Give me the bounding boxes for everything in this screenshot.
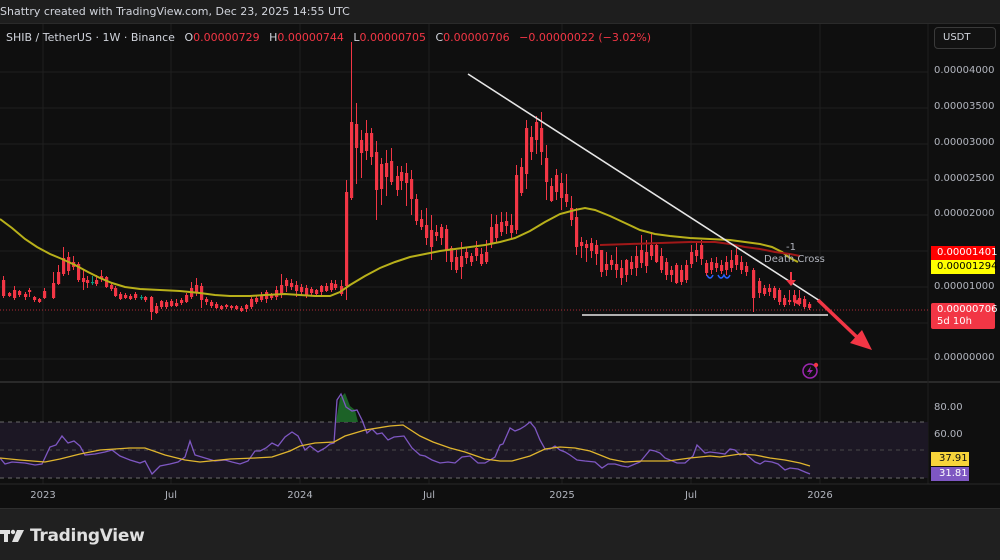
candlesticks: [2, 42, 812, 320]
price-tick: 0.00002000: [934, 208, 995, 219]
price-tick: 0.00003500: [934, 101, 995, 112]
time-tick: 2023: [30, 490, 56, 501]
open-value: 0.00000729: [193, 31, 260, 44]
rsi-tick: 80.00: [934, 402, 963, 413]
time-tick: 2024: [287, 490, 313, 501]
change-value: −0.00000022 (−3.02%): [519, 31, 652, 44]
time-tick: 2026: [807, 490, 833, 501]
last-price-badge: 0.00000706 5d 10h: [931, 303, 998, 329]
lightning-alert-icon[interactable]: [802, 362, 819, 379]
ma-yellow-line: [0, 206, 799, 297]
bar-countdown: 5d 10h: [937, 316, 972, 327]
high-value: 0.00000744: [277, 31, 344, 44]
top-bar: Shattry created with TradingView.com, De…: [0, 0, 1000, 24]
chart-canvas[interactable]: [0, 0, 1000, 508]
price-tick: 0.00002500: [934, 173, 995, 184]
currency-button[interactable]: USDT: [934, 27, 996, 49]
tradingview-logo-icon: [0, 529, 24, 542]
rsi-ma-badge: 37.91: [931, 452, 969, 466]
symbol-name[interactable]: SHIB / TetherUS · 1W · Binance: [6, 31, 175, 44]
time-tick: 2025: [549, 490, 575, 501]
footer: TradingView: [0, 508, 1000, 560]
death-cross-label: Death Cross: [764, 254, 825, 265]
rsi-line: [0, 392, 811, 476]
rsi-badge: 31.81: [931, 467, 969, 481]
ma-yellow-price-badge: 0.00001294: [931, 260, 997, 274]
pattern-marker-icon: [717, 273, 731, 279]
time-tick: Jul: [164, 490, 178, 501]
death-cross-marker-icon: [786, 272, 796, 286]
signal-triangle-icon: [793, 299, 799, 305]
close-value: 0.00000706: [443, 31, 510, 44]
symbol-legend: SHIB / TetherUS · 1W · Binance O0.000007…: [6, 31, 652, 44]
pattern-marker-icon: [706, 274, 714, 279]
time-tick: Jul: [422, 490, 436, 501]
bearish-arrow[interactable]: [816, 298, 872, 350]
descending-trendline[interactable]: [467, 73, 821, 302]
rsi-ma-line: [0, 424, 811, 467]
time-tick: Jul: [684, 490, 698, 501]
price-tick: 0.00003000: [934, 137, 995, 148]
price-tick: 0.00004000: [934, 65, 995, 76]
price-tick: 0.00001000: [934, 281, 995, 292]
cross-value-label: -1: [786, 242, 796, 253]
ma-red-price-badge: 0.00001401: [931, 246, 997, 260]
rsi-tick: 60.00: [934, 429, 963, 440]
brand-name: TradingView: [30, 526, 145, 546]
low-value: 0.00000705: [359, 31, 426, 44]
price-tick: 0.00000000: [934, 352, 995, 363]
chart-credit: Shattry created with TradingView.com, De…: [0, 5, 350, 18]
last-price-value: 0.00000706: [937, 304, 998, 315]
ma-red-line: [599, 241, 801, 257]
